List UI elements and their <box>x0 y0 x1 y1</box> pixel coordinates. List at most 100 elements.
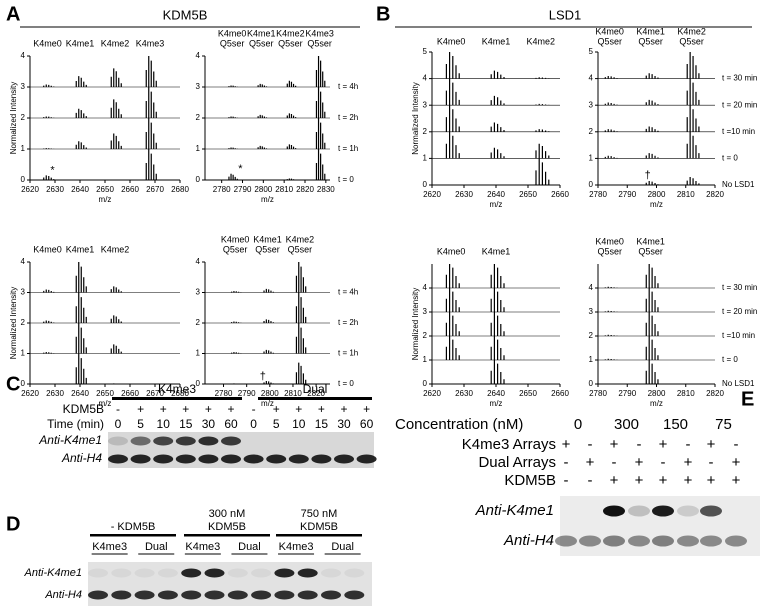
band <box>153 436 174 446</box>
x-tick-label: 2810 <box>677 190 695 199</box>
isotope-peak <box>604 75 618 79</box>
isotope-peak <box>604 334 618 336</box>
isotope-peak <box>231 383 242 384</box>
row-value: - <box>709 454 714 471</box>
peak-label: K4me2 <box>101 38 130 48</box>
isotope-peak <box>645 360 659 384</box>
x-tick-label: 2660 <box>121 185 139 194</box>
blot-label: Anti-K4me1 <box>24 567 82 579</box>
x-tick-label: 2630 <box>46 185 64 194</box>
isotope-peak <box>686 52 700 79</box>
x-tick-label: 2670 <box>146 185 164 194</box>
y-tick-label: 2 <box>589 331 594 340</box>
x-tick-label: 2790 <box>618 190 636 199</box>
isotope-peak <box>257 145 268 149</box>
header-bar <box>276 534 362 537</box>
band <box>251 590 272 600</box>
isotope-peak <box>43 351 55 354</box>
isotope-peak <box>490 70 505 79</box>
isotope-peak <box>110 68 122 87</box>
band <box>251 568 272 578</box>
row-label: KDM5B <box>63 402 104 416</box>
y-tick-label: 3 <box>589 100 594 109</box>
y-tick-label: 0 <box>423 180 428 189</box>
row-value: + <box>659 472 668 489</box>
isotope-peak <box>535 103 550 106</box>
y-tick-label: 1 <box>196 349 201 358</box>
y-tick-label: 4 <box>589 74 594 83</box>
x-tick-label: 2640 <box>71 389 89 398</box>
band <box>311 454 332 464</box>
x-tick-label: 2800 <box>261 389 279 398</box>
band <box>111 568 132 578</box>
band <box>108 436 128 446</box>
isotope-peak <box>286 113 297 118</box>
peak-label: K4me2 <box>101 244 130 254</box>
peak-label: Q5ser <box>288 244 313 254</box>
isotope-peak <box>490 288 505 312</box>
band <box>181 590 202 600</box>
isotope-peak <box>686 177 700 185</box>
band <box>88 568 108 578</box>
isotope-peak <box>145 118 157 149</box>
row-value: - <box>588 472 593 489</box>
y-axis-label: Normalized Intensity <box>9 287 18 359</box>
group-label: K4me3 <box>158 382 196 396</box>
y-tick-label: 1 <box>423 355 428 364</box>
concentration: 150 <box>663 416 688 433</box>
row-value: + <box>227 402 234 416</box>
band <box>153 454 174 464</box>
band <box>274 590 295 600</box>
row-label: Time (min) <box>47 417 104 431</box>
row-value: 60 <box>360 417 374 431</box>
row-value: - <box>637 436 642 453</box>
row-value: 30 <box>202 417 216 431</box>
x-tick-label: 2800 <box>648 190 666 199</box>
band <box>221 454 241 464</box>
peak-label: Q5ser <box>220 38 245 48</box>
header: 300 nM <box>209 508 246 520</box>
header: KDM5B <box>208 521 246 533</box>
x-tick-label: 2820 <box>307 389 325 398</box>
isotope-peak <box>535 77 550 79</box>
isotope-peak <box>686 78 700 106</box>
row-value: + <box>635 472 644 489</box>
isotope-peak <box>43 148 55 149</box>
y-tick-label: 3 <box>423 100 428 109</box>
sub-label: Dual <box>238 541 261 553</box>
isotope-peak <box>445 312 460 336</box>
peak-label: K4me1 <box>66 244 95 254</box>
isotope-peak <box>604 129 618 132</box>
isotope-peak <box>604 155 618 159</box>
isotope-peak <box>490 147 505 159</box>
annotation: * <box>238 163 243 175</box>
x-tick-label: 2660 <box>121 389 139 398</box>
concentration: 300 <box>614 416 639 433</box>
x-tick-label: 2810 <box>677 389 695 398</box>
row-value: + <box>363 402 370 416</box>
trace-label: No LSD1 <box>722 180 755 189</box>
row-value: - <box>116 402 120 416</box>
isotope-peak <box>445 78 460 106</box>
y-tick-label: 2 <box>21 318 26 327</box>
row-value: - <box>564 472 569 489</box>
isotope-peak <box>231 321 242 323</box>
band <box>677 535 699 547</box>
x-tick-label: 2780 <box>215 389 233 398</box>
x-tick-label: 2640 <box>487 389 505 398</box>
isotope-peak <box>43 84 55 87</box>
isotope-peak <box>75 323 87 354</box>
band <box>334 454 354 464</box>
y-tick-label: 0 <box>589 180 594 189</box>
trace-label: t = 4h <box>338 288 358 297</box>
band <box>344 568 365 578</box>
y-axis-label: Normalized Intensity <box>9 82 18 154</box>
y-tick-label: 1 <box>21 349 26 358</box>
y-tick-label: 1 <box>21 144 26 153</box>
band <box>227 568 248 578</box>
peak-label: Q5ser <box>249 38 274 48</box>
isotope-peak <box>686 105 700 132</box>
row-value: + <box>659 436 668 453</box>
isotope-peak <box>110 315 122 323</box>
panel-letter: E <box>741 388 754 410</box>
